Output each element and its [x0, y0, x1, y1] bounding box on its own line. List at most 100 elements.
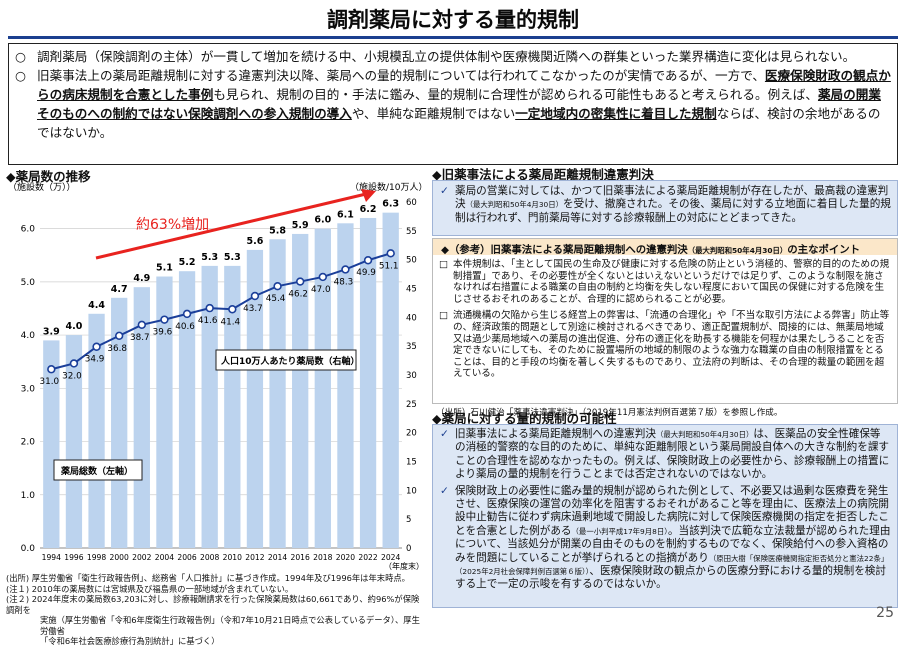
increase-label: 約63%増加	[136, 217, 209, 233]
ruling-citation: （最大判昭和50年4月30日）	[465, 200, 564, 210]
emphasis-density-regulation: 一定地域内の密集性に着目した規制	[515, 106, 717, 121]
left-axis-unit: （施設数（万））	[8, 181, 76, 193]
line-point	[295, 277, 305, 286]
line-point	[341, 265, 350, 274]
note-line: 実施（厚生労働省「令和6年度衛生行政報告例」（令和7年10月21日時点で公表して…	[40, 615, 420, 636]
ruling-text-b: を受け、撤廃された。その後、薬局に対する立地面に着目した量的規制は行われず、門前…	[455, 198, 891, 224]
bar-value-label: 5.6	[247, 236, 264, 247]
bar-value-label: 6.2	[360, 204, 377, 215]
chart-section-heading: ◆薬局数の推移	[6, 169, 91, 184]
reference-point-1: □ 本件規制は、「主として国民の生命及び健康に対する危険の防止という消極的、警察…	[433, 257, 897, 305]
line-value-label: 38.7	[130, 333, 150, 343]
line-point	[318, 272, 328, 282]
left-tick-label: 2.0	[21, 438, 36, 448]
possibility-point-1: ✓ 旧薬事法による薬局距離規制への違憲判決（最大判昭和50年4月30日）は、医薬…	[440, 428, 891, 482]
line-point	[92, 342, 101, 351]
reference-heading-citation: （最大判昭和50年4月30日）	[687, 246, 788, 255]
year-tick-label: 2000	[110, 553, 129, 562]
bar-value-label: 3.9	[43, 326, 60, 337]
line-point	[205, 303, 214, 313]
line-value-label: 31.0	[40, 377, 60, 387]
bar-value-label: 5.3	[201, 252, 218, 263]
line-point	[363, 256, 373, 265]
note-line: (注１) 2010年の薬局数には宮城県及び福島県の一部地域が含まれていない。	[6, 583, 294, 594]
circle-bullet-icon: ○	[15, 68, 26, 83]
intro-point-1: ○ 調剤薬局（保険調剤の主体）が一貫して増加を続ける中、小規模乱立の提供体制や医…	[15, 47, 891, 66]
reference-text-2: 流通機構の欠陥から生じる経営上の弊害は、「流通の合理化」や「不当な取引方法による…	[453, 310, 890, 380]
bar	[111, 297, 128, 548]
year-tick-label: 2024	[381, 553, 400, 562]
right-axis-unit: （施設数/10万人）	[350, 181, 424, 193]
possibility-text-2a: 保険財政上の必要性に鑑み量的規制が認められた例として、不必要又は過剰な医療費を発…	[455, 484, 890, 537]
bar	[246, 249, 264, 548]
page-number: 25	[876, 605, 894, 621]
bar	[224, 265, 241, 548]
year-tick-label: 1998	[87, 553, 106, 562]
intro-text-2a: 旧薬事法上の薬局距離規制に対する違憲判決以降、薬局への量的規制については行われて…	[37, 68, 765, 83]
right-tick-label: 40	[406, 313, 417, 323]
check-icon: ✓	[440, 185, 449, 197]
left-tick-label: 0.0	[21, 544, 36, 554]
reference-heading-a: ◆（参考）旧薬事法による薬局距離規制への違憲判決	[441, 244, 688, 256]
emphasis-entry-regulation: 薬局の開業そのものへの制約ではない保険調剤への参入規制の導入	[37, 87, 881, 121]
line-value-label: 46.2	[288, 290, 308, 300]
bar	[65, 335, 83, 548]
pharmacy-count-chart: 0.0 1.0 2.0 3.0 4.0 5.0 6.0 0 5 10 15 20 25 30 35 40 45 5…	[4, 178, 428, 573]
line-value-label: 41.6	[198, 316, 218, 326]
line-value-label: 47.0	[311, 285, 331, 295]
bar	[178, 271, 196, 548]
line-point	[228, 305, 237, 314]
line-point	[47, 365, 56, 374]
bar-value-label: 5.2	[179, 257, 196, 268]
right-tick-label: 15	[406, 458, 417, 468]
line-point	[69, 359, 79, 368]
line-point	[273, 281, 282, 291]
line-point	[182, 309, 192, 319]
line-value-label: 45.4	[266, 294, 286, 304]
intro-text-2: 旧薬事法上の薬局距離規制に対する違憲判決以降、薬局への量的規制については行われて…	[37, 66, 891, 142]
year-axis-unit: （年度末）	[384, 561, 424, 571]
ruling-text-a: 薬局の営業に対しては、かつて旧薬事法による薬局距離規制が存在したが、最高裁の違憲…	[455, 185, 889, 211]
year-tick-label: 2020	[336, 553, 355, 562]
bar-value-label: 6.3	[382, 199, 399, 210]
emphasis-bed-regulation: 医療保険財政の観点からの病床規制を合憲とした事例	[37, 68, 891, 102]
year-tick-label: 2008	[200, 553, 219, 562]
intro-point-2: ○ 旧薬事法上の薬局距離規制に対する違憲判決以降、薬局への量的規制については行わ…	[15, 66, 891, 142]
year-tick-label: 1994	[42, 553, 61, 562]
intro-text-2d: ならば、検討の余地があるのではないか。	[37, 106, 881, 140]
bar-value-label: 5.9	[292, 220, 309, 231]
right-tick-label: 20	[406, 429, 417, 439]
left-tick-label: 1.0	[21, 491, 36, 501]
possibility-text-1a: 旧薬事法による薬局距離規制への違憲判決	[455, 428, 656, 440]
line-value-label: 51.1	[379, 261, 399, 271]
circle-bullet-icon: ○	[15, 49, 26, 64]
bar	[269, 239, 286, 548]
possibility-citation-3: （原田大樹「保険医療機関指定拒否処分と憲法22条」（2025年2月社会保障判例百…	[455, 553, 889, 577]
ruling-section-heading: ◆旧薬事法による薬局距離規制違憲判決	[432, 167, 654, 182]
bar-value-label: 5.1	[156, 263, 173, 274]
line-point	[137, 320, 147, 330]
note-line: (注２) 2024年度末の薬局数63,203に対し、診療報酬請求を行った保険薬局…	[6, 594, 420, 615]
year-tick-label: 1996	[64, 553, 83, 562]
right-tick-label: 55	[406, 227, 417, 237]
bar-value-label: 5.3	[224, 252, 241, 263]
bar	[337, 223, 354, 549]
possibility-citation-1: （最大判昭和50年4月30日）	[655, 430, 754, 439]
right-tick-label: 60	[406, 198, 417, 208]
line-value-label: 36.8	[107, 344, 127, 354]
reference-heading: ◆（参考）旧薬事法による薬局距離規制への違憲判決（最大判昭和50年4月30日）の…	[433, 239, 897, 256]
line-point	[250, 291, 260, 301]
line-point	[114, 331, 124, 340]
chart-svg: 0.0 1.0 2.0 3.0 4.0 5.0 6.0 0 5 10 15 20 25 30 35 40 45 5…	[8, 181, 428, 571]
chart-notes: (出所) 厚生労働省「衛生行政報告例」、総務省「人口推計」に基づき作成。1994…	[6, 573, 426, 647]
possibility-text-2b: 。当該判決で広範な立法裁量が認められた理由について、当該処分が開業の自由そのもの…	[455, 524, 891, 564]
ruling-summary-box: ✓ 薬局の営業に対しては、かつて旧薬事法による薬局距離規制が存在したが、最高裁の…	[432, 180, 898, 236]
intro-text-2c: や、単純な距離規制ではない	[351, 106, 516, 121]
line-value-label: 32.0	[62, 371, 82, 381]
reference-heading-b: の主なポイント	[787, 244, 861, 256]
year-tick-label: 2006	[177, 553, 196, 562]
bar	[201, 265, 218, 548]
line-value-label: 39.6	[153, 328, 173, 338]
bar-value-label: 6.0	[314, 215, 331, 226]
year-tick-label: 2012	[245, 553, 264, 562]
